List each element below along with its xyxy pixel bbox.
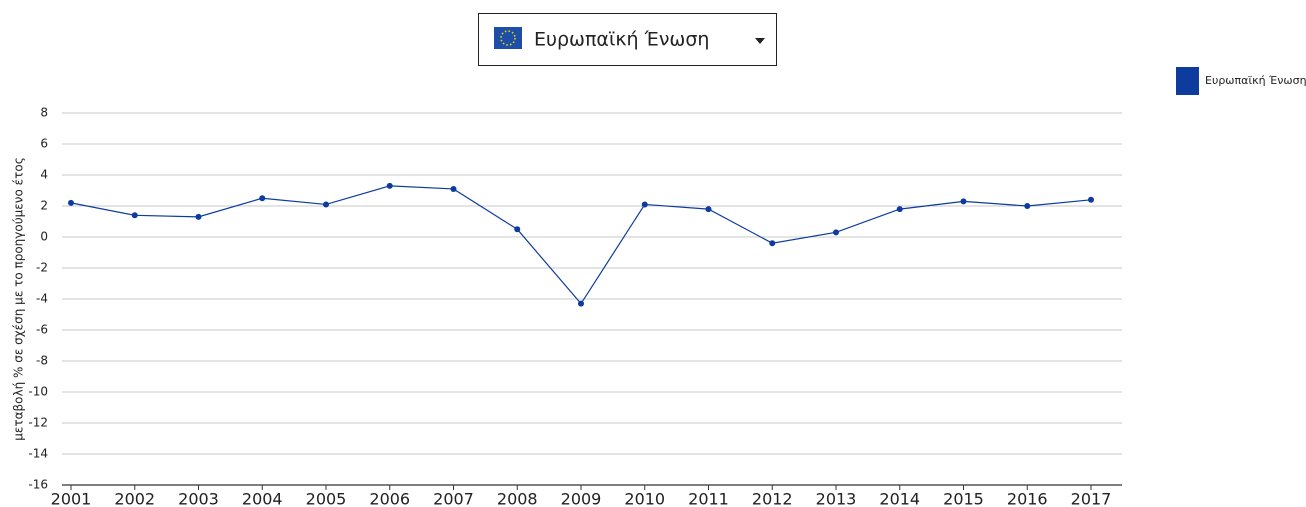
y-tick-label: 2 (40, 199, 48, 213)
y-tick-label: 8 (40, 106, 48, 120)
x-tick-label: 2013 (816, 490, 857, 507)
x-tick-label: 2016 (1007, 490, 1048, 507)
x-tick-label: 2001 (51, 490, 92, 507)
data-point (833, 229, 839, 236)
x-tick-label: 2007 (433, 490, 474, 507)
data-point (68, 199, 74, 206)
data-point (1088, 196, 1094, 203)
eu-flag (494, 27, 522, 49)
dropdown-caret[interactable] (755, 38, 765, 44)
y-tick-label: -4 (36, 292, 48, 306)
data-point (386, 182, 393, 189)
data-point (131, 212, 138, 219)
y-tick-label: -8 (36, 354, 48, 368)
x-tick-label: 2006 (369, 490, 410, 507)
dropdown[interactable]: Ευρωπαϊκή Ένωση (478, 13, 777, 66)
x-tick-label: 2012 (752, 490, 793, 507)
y-tick-label: 6 (40, 137, 48, 151)
x-tick-label: 2004 (242, 490, 283, 507)
x-tick-label: 2011 (688, 490, 729, 507)
series-line (70, 185, 1092, 305)
data-point (896, 206, 903, 213)
data-point (960, 198, 967, 205)
data-point (641, 201, 648, 208)
x-tick-label: 2017 (1071, 490, 1112, 507)
y-tick-label: -6 (36, 323, 48, 337)
y-tick-label: -14 (28, 447, 48, 461)
eu-stars (500, 30, 516, 46)
dropdown-box[interactable] (478, 13, 777, 66)
dropdown-text[interactable]: Ευρωπαϊκή Ένωση (534, 29, 709, 51)
data-point (514, 226, 521, 233)
data-point (450, 185, 457, 192)
y-tick-label: -2 (36, 261, 48, 275)
y-tick-label: -16 (28, 478, 48, 492)
data-point (1024, 203, 1031, 209)
data-point (323, 201, 329, 208)
y-tick-label: -10 (28, 385, 48, 399)
data-point (578, 300, 584, 307)
y-tick-label: 4 (40, 168, 48, 182)
x-tick-label: 2010 (624, 490, 665, 507)
y-tick-label: 0 (40, 230, 48, 244)
x-tick-label: 2015 (943, 490, 984, 507)
x-tick-label: 2009 (561, 490, 602, 507)
legend-label: Ευρωπαϊκή Ένωση (1205, 74, 1306, 87)
legend-swatch (1176, 67, 1199, 95)
x-tick-label: 2005 (306, 490, 347, 507)
data-point (769, 240, 776, 247)
x-tick-label: 2014 (879, 490, 920, 507)
data-point (259, 195, 266, 202)
y-tick-label: -12 (28, 416, 48, 430)
x-tick-label: 2008 (497, 490, 538, 507)
data-point (195, 213, 202, 220)
y-axis-title: μεταβολή % σε σχέση με το προηγούμενο έτ… (12, 157, 26, 441)
x-tick-label: 2002 (114, 490, 155, 507)
data-point (705, 206, 712, 213)
x-tick-label: 2003 (178, 490, 219, 507)
